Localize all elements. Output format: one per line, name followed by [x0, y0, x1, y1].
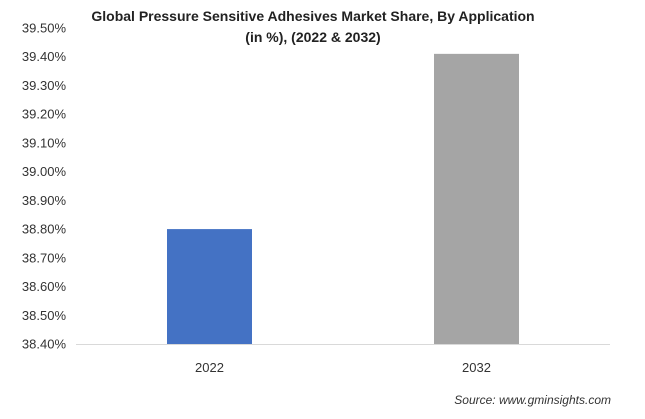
y-axis-ticks: 38.40% 38.50% 38.60% 38.70% 38.80% 38.90% 39.0…	[22, 21, 67, 352]
source-note: Source: www.gminsights.com	[454, 393, 611, 407]
bar-2032	[434, 53, 519, 344]
y-tick-label: 38.80%	[22, 222, 67, 237]
chart-title-line-1: Global Pressure Sensitive Adhesives Mark…	[91, 8, 534, 24]
y-tick-label: 38.50%	[22, 308, 67, 323]
bars	[167, 53, 519, 344]
y-tick-label: 39.50%	[22, 21, 67, 36]
y-tick-label: 38.70%	[22, 250, 67, 265]
x-category-label: 2032	[462, 360, 491, 375]
x-category-label: 2022	[195, 360, 224, 375]
bar-2022	[167, 229, 252, 344]
y-tick-label: 39.30%	[22, 78, 67, 93]
y-tick-label: 39.20%	[22, 107, 67, 122]
y-tick-label: 38.90%	[22, 193, 67, 208]
y-tick-label: 38.60%	[22, 279, 67, 294]
chart-title-line-2: (in %), (2022 & 2032)	[245, 29, 380, 45]
x-axis-categories: 2022 2032	[195, 360, 491, 375]
y-tick-label: 39.10%	[22, 135, 67, 150]
y-tick-label: 39.00%	[22, 164, 67, 179]
y-tick-label: 38.40%	[22, 337, 67, 352]
y-tick-label: 39.40%	[22, 49, 67, 64]
